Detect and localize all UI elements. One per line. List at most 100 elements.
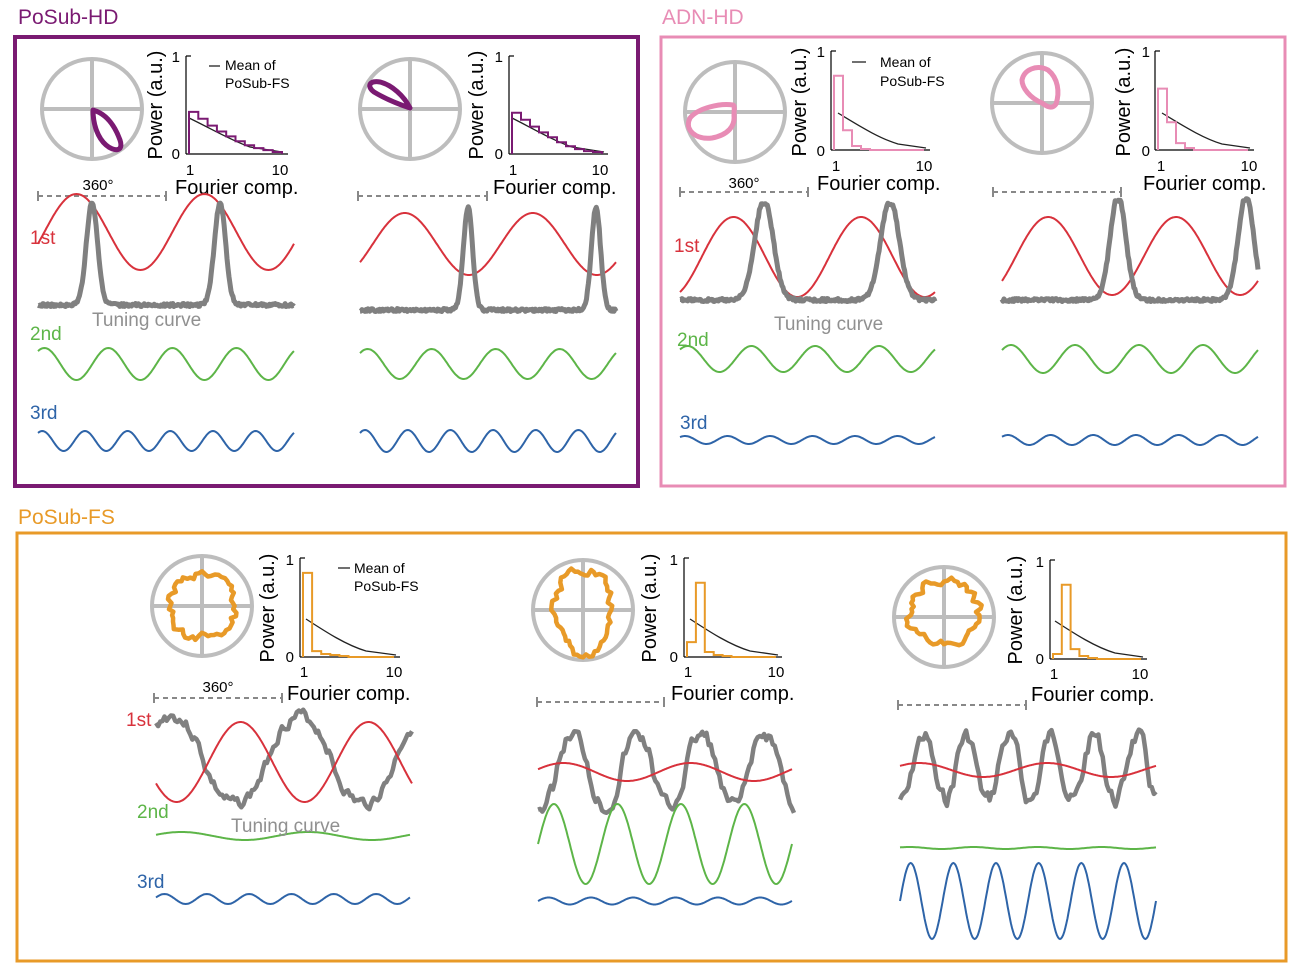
power-y-tick-label-1: 1: [817, 44, 825, 61]
power-x-tick-label-1: 1: [509, 162, 517, 179]
power-axis-label: Power (a.u.): [466, 51, 488, 160]
label-2nd: 2nd: [137, 802, 169, 823]
power-y-tick-label-1: 1: [286, 552, 294, 569]
polar-tuning-curve: [686, 102, 737, 141]
power-y-tick-label-1: 1: [1142, 44, 1150, 61]
legend-mean-line2: PoSub-FS: [354, 578, 419, 594]
mean-posub-fs-line: [1054, 620, 1144, 658]
polar-tuning-curve: [548, 566, 615, 660]
adn-hd-neuron-1: 1 0 1 10 Power (a.u.) Fourier comp. Mean…: [674, 44, 945, 445]
panel-frame-adn-hd: [659, 35, 1287, 488]
label-2nd: 2nd: [30, 324, 62, 345]
power-y-tick-label-0: 0: [286, 649, 294, 666]
mean-posub-fs-line: [188, 117, 283, 153]
harmonic-3rd-wave: [155, 892, 411, 906]
tuning-curve-trace: [358, 204, 619, 314]
mean-posub-fs-line: [1161, 112, 1251, 149]
legend-mean-line1: Mean of: [354, 560, 405, 576]
group-title-adn-hd: ADN-HD: [662, 6, 744, 29]
adn-hd-neuron-2: 1 0 1 10 Power (a.u.) Fourier comp.: [990, 44, 1266, 446]
mean-posub-fs-line: [689, 618, 779, 656]
power-x-tick-label-10: 10: [592, 162, 609, 179]
power-spectrum-step: [188, 110, 283, 154]
panel-frame-posub-fs: [15, 531, 1288, 963]
harmonic-3rd-wave: [679, 435, 936, 445]
power-spectrum-step: [302, 571, 394, 658]
tuning-curve-label: Tuning curve: [231, 816, 340, 837]
posub-fs-neuron-1: 1 0 1 10 Power (a.u.) Fourier comp. Mean…: [126, 552, 419, 906]
tuning-curve-trace: [537, 728, 797, 816]
power-y-tick-label-1: 1: [670, 552, 678, 569]
fourier-axis-label: Fourier comp.: [817, 173, 940, 195]
harmonic-3rd-wave: [1001, 434, 1259, 446]
polar-tuning-curve: [165, 569, 239, 643]
legend-mean-line1: Mean of: [225, 57, 276, 73]
fourier-axis-label: Fourier comp.: [175, 177, 298, 199]
power-spectrum-step: [511, 111, 603, 154]
power-x-tick-label-10: 10: [1241, 158, 1258, 175]
legend-mean-line1: Mean of: [880, 54, 931, 70]
fourier-axis-label: Fourier comp.: [1031, 684, 1154, 706]
power-spectrum-step: [1052, 583, 1141, 660]
power-y-tick-label-0: 0: [495, 146, 503, 163]
tuning-curve-label: Tuning curve: [92, 310, 201, 331]
power-x-tick-label-1: 1: [832, 158, 840, 175]
harmonic-3rd-wave: [37, 429, 295, 453]
harmonic-1st-wave: [537, 762, 793, 782]
label-3rd: 3rd: [680, 413, 707, 434]
power-x-tick-label-1: 1: [186, 162, 194, 179]
harmonic-1st-wave: [679, 216, 936, 298]
power-x-tick-label-1: 1: [1157, 158, 1165, 175]
power-axis-label: Power (a.u.): [789, 48, 811, 157]
power-axis-label: Power (a.u.): [639, 554, 661, 663]
harmonic-2nd-wave: [37, 346, 295, 382]
posub-fs-neuron-2: 1 0 1 10 Power (a.u.) Fourier comp.: [531, 552, 797, 906]
posub-hd-neuron-1: 1 0 1 10 Power (a.u.) Fourier comp. Mean…: [30, 49, 298, 453]
harmonic-1st-wave: [155, 721, 413, 803]
power-x-tick-label-10: 10: [272, 162, 289, 179]
harmonic-2nd-wave: [679, 345, 936, 373]
power-x-tick-label-10: 10: [768, 664, 785, 681]
span-360-label: 360°: [202, 679, 233, 696]
mean-posub-fs-line: [305, 618, 397, 656]
group-title-posub-hd: PoSub-HD: [18, 6, 118, 29]
power-axis-label: Power (a.u.): [1005, 556, 1027, 665]
label-2nd: 2nd: [677, 330, 709, 351]
fourier-axis-label: Fourier comp.: [493, 177, 616, 199]
harmonic-2nd-wave: [1001, 344, 1259, 374]
power-y-tick-label-0: 0: [670, 649, 678, 666]
harmonic-3rd-wave: [359, 428, 617, 454]
harmonic-2nd-wave: [155, 831, 411, 841]
fourier-axis-label: Fourier comp.: [1143, 173, 1266, 195]
legend-mean-line2: PoSub-FS: [880, 73, 945, 89]
posub-fs-neuron-3: 1 0 1 10 Power (a.u.) Fourier comp.: [892, 554, 1158, 941]
polar-tuning-curve: [1019, 65, 1061, 110]
power-spectrum-step: [1157, 87, 1248, 151]
power-spectrum-step: [686, 581, 776, 658]
panel-frame-posub-hd: [13, 35, 640, 488]
span-360-label: 360°: [728, 175, 759, 192]
harmonic-3rd-wave: [899, 861, 1157, 941]
tuning-curve-trace: [999, 196, 1261, 304]
power-axis-label: Power (a.u.): [1113, 48, 1135, 157]
power-y-tick-label-0: 0: [1036, 651, 1044, 668]
power-x-tick-label-10: 10: [386, 664, 403, 681]
power-y-tick-label-1: 1: [1036, 554, 1044, 571]
fourier-axis-label: Fourier comp.: [671, 683, 794, 705]
label-1st: 1st: [30, 228, 56, 249]
power-y-tick-label-0: 0: [817, 143, 825, 160]
power-axis-label: Power (a.u.): [257, 554, 279, 663]
power-x-tick-label-1: 1: [684, 664, 692, 681]
harmonic-3rd-wave: [537, 896, 793, 906]
tuning-curve-trace: [678, 200, 938, 304]
tuning-curve-label: Tuning curve: [774, 314, 883, 335]
power-axis-label: Power (a.u.): [145, 51, 167, 160]
polar-tuning-curve: [90, 107, 124, 153]
power-x-tick-label-1: 1: [300, 664, 308, 681]
polar-tuning-curve: [903, 575, 984, 648]
tuning-curve-trace: [897, 727, 1158, 809]
mean-posub-fs-line: [511, 117, 605, 153]
harmonic-1st-wave: [1001, 216, 1259, 296]
power-x-tick-label-1: 1: [1050, 666, 1058, 683]
